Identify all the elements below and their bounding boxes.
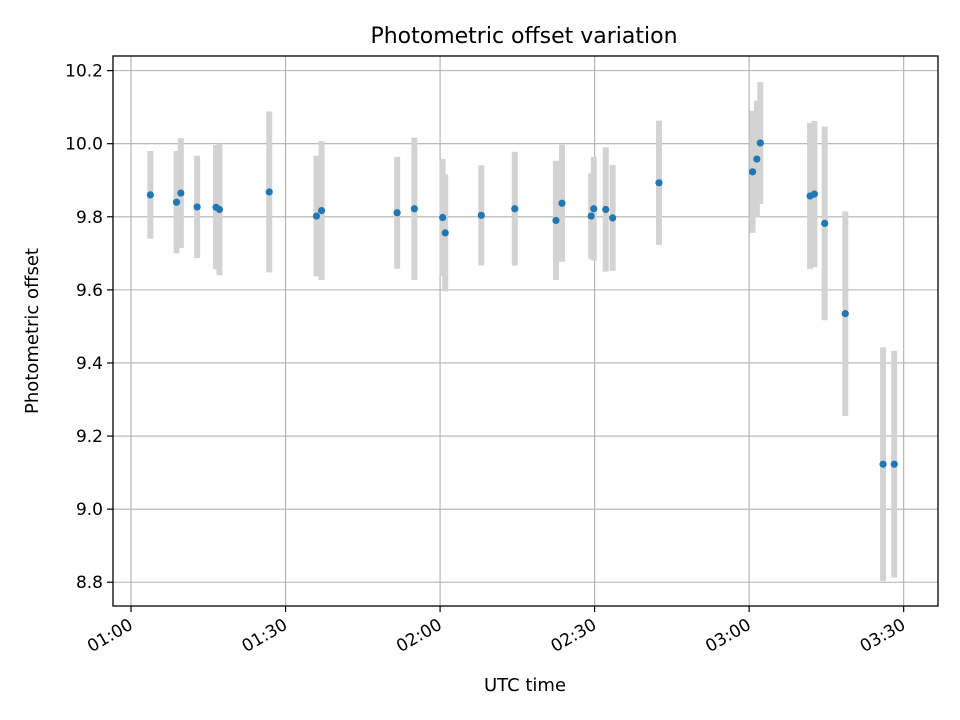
y-axis-label: Photometric offset (22, 248, 43, 414)
data-point (879, 460, 887, 468)
data-point (753, 155, 761, 163)
plot-frame (112, 55, 939, 607)
data-point (146, 191, 154, 199)
data-point (821, 219, 829, 227)
data-point (312, 212, 321, 220)
data-points (146, 139, 898, 468)
data-point (318, 206, 326, 215)
data-point (441, 229, 449, 237)
data-point (477, 211, 485, 219)
data-point (172, 198, 181, 206)
data-point (193, 203, 201, 211)
data-point (602, 205, 610, 214)
grid-lines (113, 56, 938, 606)
y-tick-label: 10.2 (65, 62, 103, 82)
data-point (558, 199, 566, 207)
y-tick-label: 8.8 (76, 573, 103, 593)
data-point (810, 190, 818, 198)
data-point (587, 212, 595, 220)
plot-area (113, 56, 938, 606)
data-point (609, 214, 617, 222)
data-point (177, 189, 185, 197)
data-point (756, 139, 764, 147)
data-point (655, 179, 663, 187)
data-point (748, 168, 757, 176)
y-tick-label: 9.2 (76, 427, 103, 447)
data-point (552, 216, 560, 225)
data-point (410, 205, 418, 213)
data-point (439, 213, 447, 222)
y-tick-label: 9.4 (76, 354, 103, 374)
y-tick-label: 9.6 (76, 281, 103, 301)
data-point (511, 205, 519, 213)
y-tick-label: 10.0 (65, 135, 103, 155)
data-point (265, 188, 273, 196)
data-point (890, 460, 898, 468)
y-tick-label: 9.0 (76, 500, 103, 520)
y-axis-ticks: 8.8 9.0 9.2 9.4 9.6 9.8 10.0 10.2 (65, 62, 113, 593)
data-point (841, 310, 849, 318)
chart-title: Photometric offset variation (370, 24, 677, 49)
x-axis-label: UTC time (484, 675, 566, 696)
y-tick-label: 9.8 (76, 208, 103, 228)
data-point (215, 205, 224, 214)
data-point (590, 205, 598, 213)
data-point (393, 209, 401, 217)
